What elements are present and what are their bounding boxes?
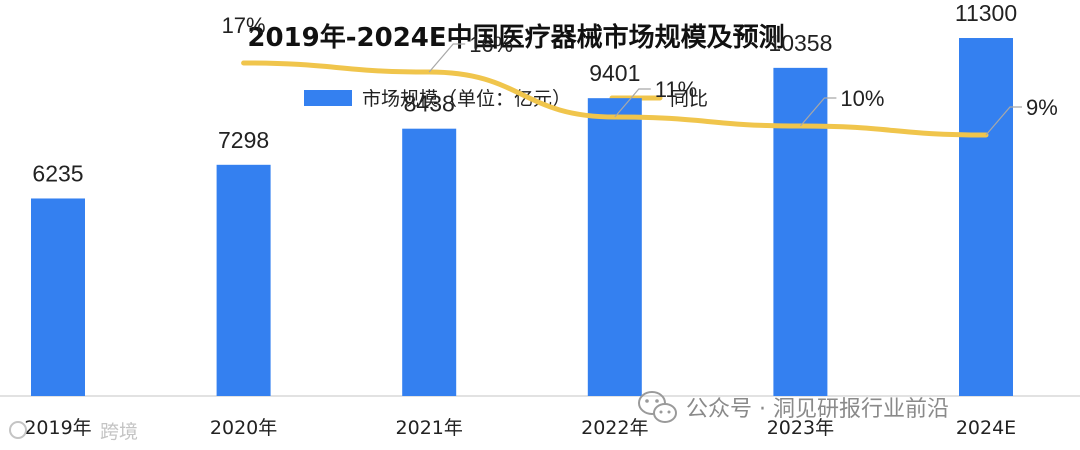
yoy-line-layer xyxy=(241,60,989,138)
yoy-value-label-5: 9% xyxy=(1026,95,1058,120)
bar-0 xyxy=(31,198,85,396)
yoy-value-label-4: 10% xyxy=(840,86,884,111)
bar-value-label-2: 8438 xyxy=(404,91,455,117)
bar-3 xyxy=(587,98,642,396)
yoy-leader-4 xyxy=(799,97,837,127)
x-tick-label-5: 2024E xyxy=(956,417,1016,439)
bar-value-label-5: 11300 xyxy=(955,0,1017,26)
x-tick-label-4: 2023年 xyxy=(767,417,834,439)
bar-labels-layer: 6235 7298 8438 9401 10358 11300 xyxy=(32,0,1017,186)
bars-layer xyxy=(31,38,1013,397)
yoy-line xyxy=(241,60,989,138)
wechat-icon xyxy=(638,391,677,423)
bar-value-label-3: 9401 xyxy=(589,60,640,86)
yoy-leader-lines xyxy=(428,43,1022,136)
legend-label-bar: 市场规模（单位：亿元） xyxy=(362,88,571,110)
legend-swatch-bar xyxy=(304,90,352,106)
yoy-leader-3 xyxy=(614,88,651,118)
x-tick-label-3: 2022年 xyxy=(581,417,648,439)
yoy-value-label-1: 17% xyxy=(222,13,266,38)
bar-value-label-1: 7298 xyxy=(218,127,269,153)
bar-2 xyxy=(402,128,457,397)
bar-5 xyxy=(959,38,1013,397)
watermark-left-text: 跨境 xyxy=(100,421,138,443)
yoy-value-label-2: 16% xyxy=(469,32,513,57)
yoy-leader-5 xyxy=(985,106,1022,136)
watermark-text: 公众号 · 洞见研报行业前沿 xyxy=(686,397,949,422)
watermark: 公众号 · 洞见研报行业前沿 xyxy=(638,391,949,423)
bar-1 xyxy=(216,164,271,396)
yoy-leader-2 xyxy=(428,43,466,73)
bar-value-label-0: 6235 xyxy=(32,160,83,186)
bar-4 xyxy=(773,67,828,397)
bar-value-label-4: 10358 xyxy=(768,30,832,56)
x-tick-label-1: 2020年 xyxy=(210,417,277,439)
watermark-left: 跨境 xyxy=(9,421,138,443)
yoy-value-label-3: 11% xyxy=(655,77,697,102)
x-tick-label-2: 2021年 xyxy=(396,417,463,439)
chart-title: 2019年-2024E中国医疗器械市场规模及预测 xyxy=(247,22,784,53)
chart-legend: 市场规模（单位：亿元） 同比 xyxy=(304,88,708,110)
x-tick-label-0: 2019年 xyxy=(24,417,91,439)
yoy-labels-layer: 17% 16% 11% 10% 9% xyxy=(222,13,1058,120)
legend-label-line: 同比 xyxy=(670,88,708,110)
watermark-left-icon xyxy=(9,421,27,439)
x-tick-labels: 2019年 2020年 2021年 2022年 2023年 2024E xyxy=(24,417,1016,439)
